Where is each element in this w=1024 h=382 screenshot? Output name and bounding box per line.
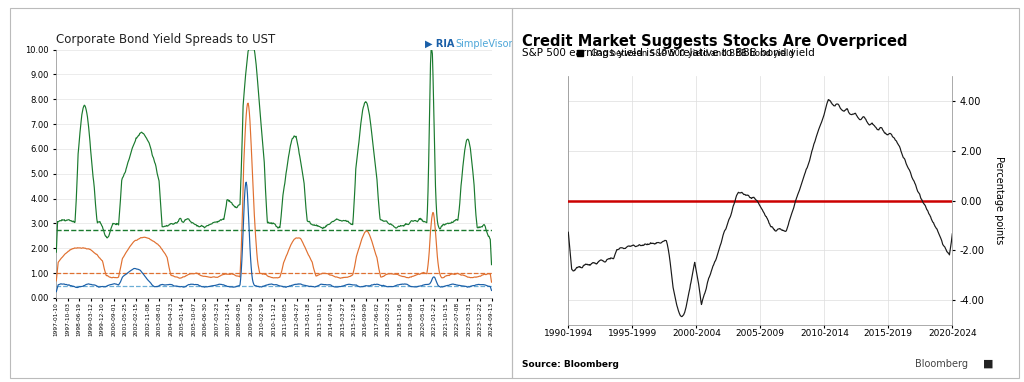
Text: ▶ RIA: ▶ RIA bbox=[425, 39, 455, 49]
Text: Credit Market Suggests Stocks Are Overpriced: Credit Market Suggests Stocks Are Overpr… bbox=[522, 34, 907, 49]
Y-axis label: Percentage points: Percentage points bbox=[994, 156, 1005, 245]
Text: Source: Bloomberg: Source: Bloomberg bbox=[522, 360, 620, 369]
Text: Corporate Bond Yield Spreads to UST: Corporate Bond Yield Spreads to UST bbox=[56, 33, 275, 46]
Text: ■: ■ bbox=[983, 359, 993, 369]
Text: SimpleVisor: SimpleVisor bbox=[456, 39, 513, 49]
Text: Bloomberg: Bloomberg bbox=[914, 359, 968, 369]
Legend: Gap between S&P 500 yield and BBB bond yield: Gap between S&P 500 yield and BBB bond y… bbox=[572, 46, 797, 62]
Text: S&P 500 earnings yield is low relative to BBB bond yield: S&P 500 earnings yield is low relative t… bbox=[522, 48, 815, 58]
